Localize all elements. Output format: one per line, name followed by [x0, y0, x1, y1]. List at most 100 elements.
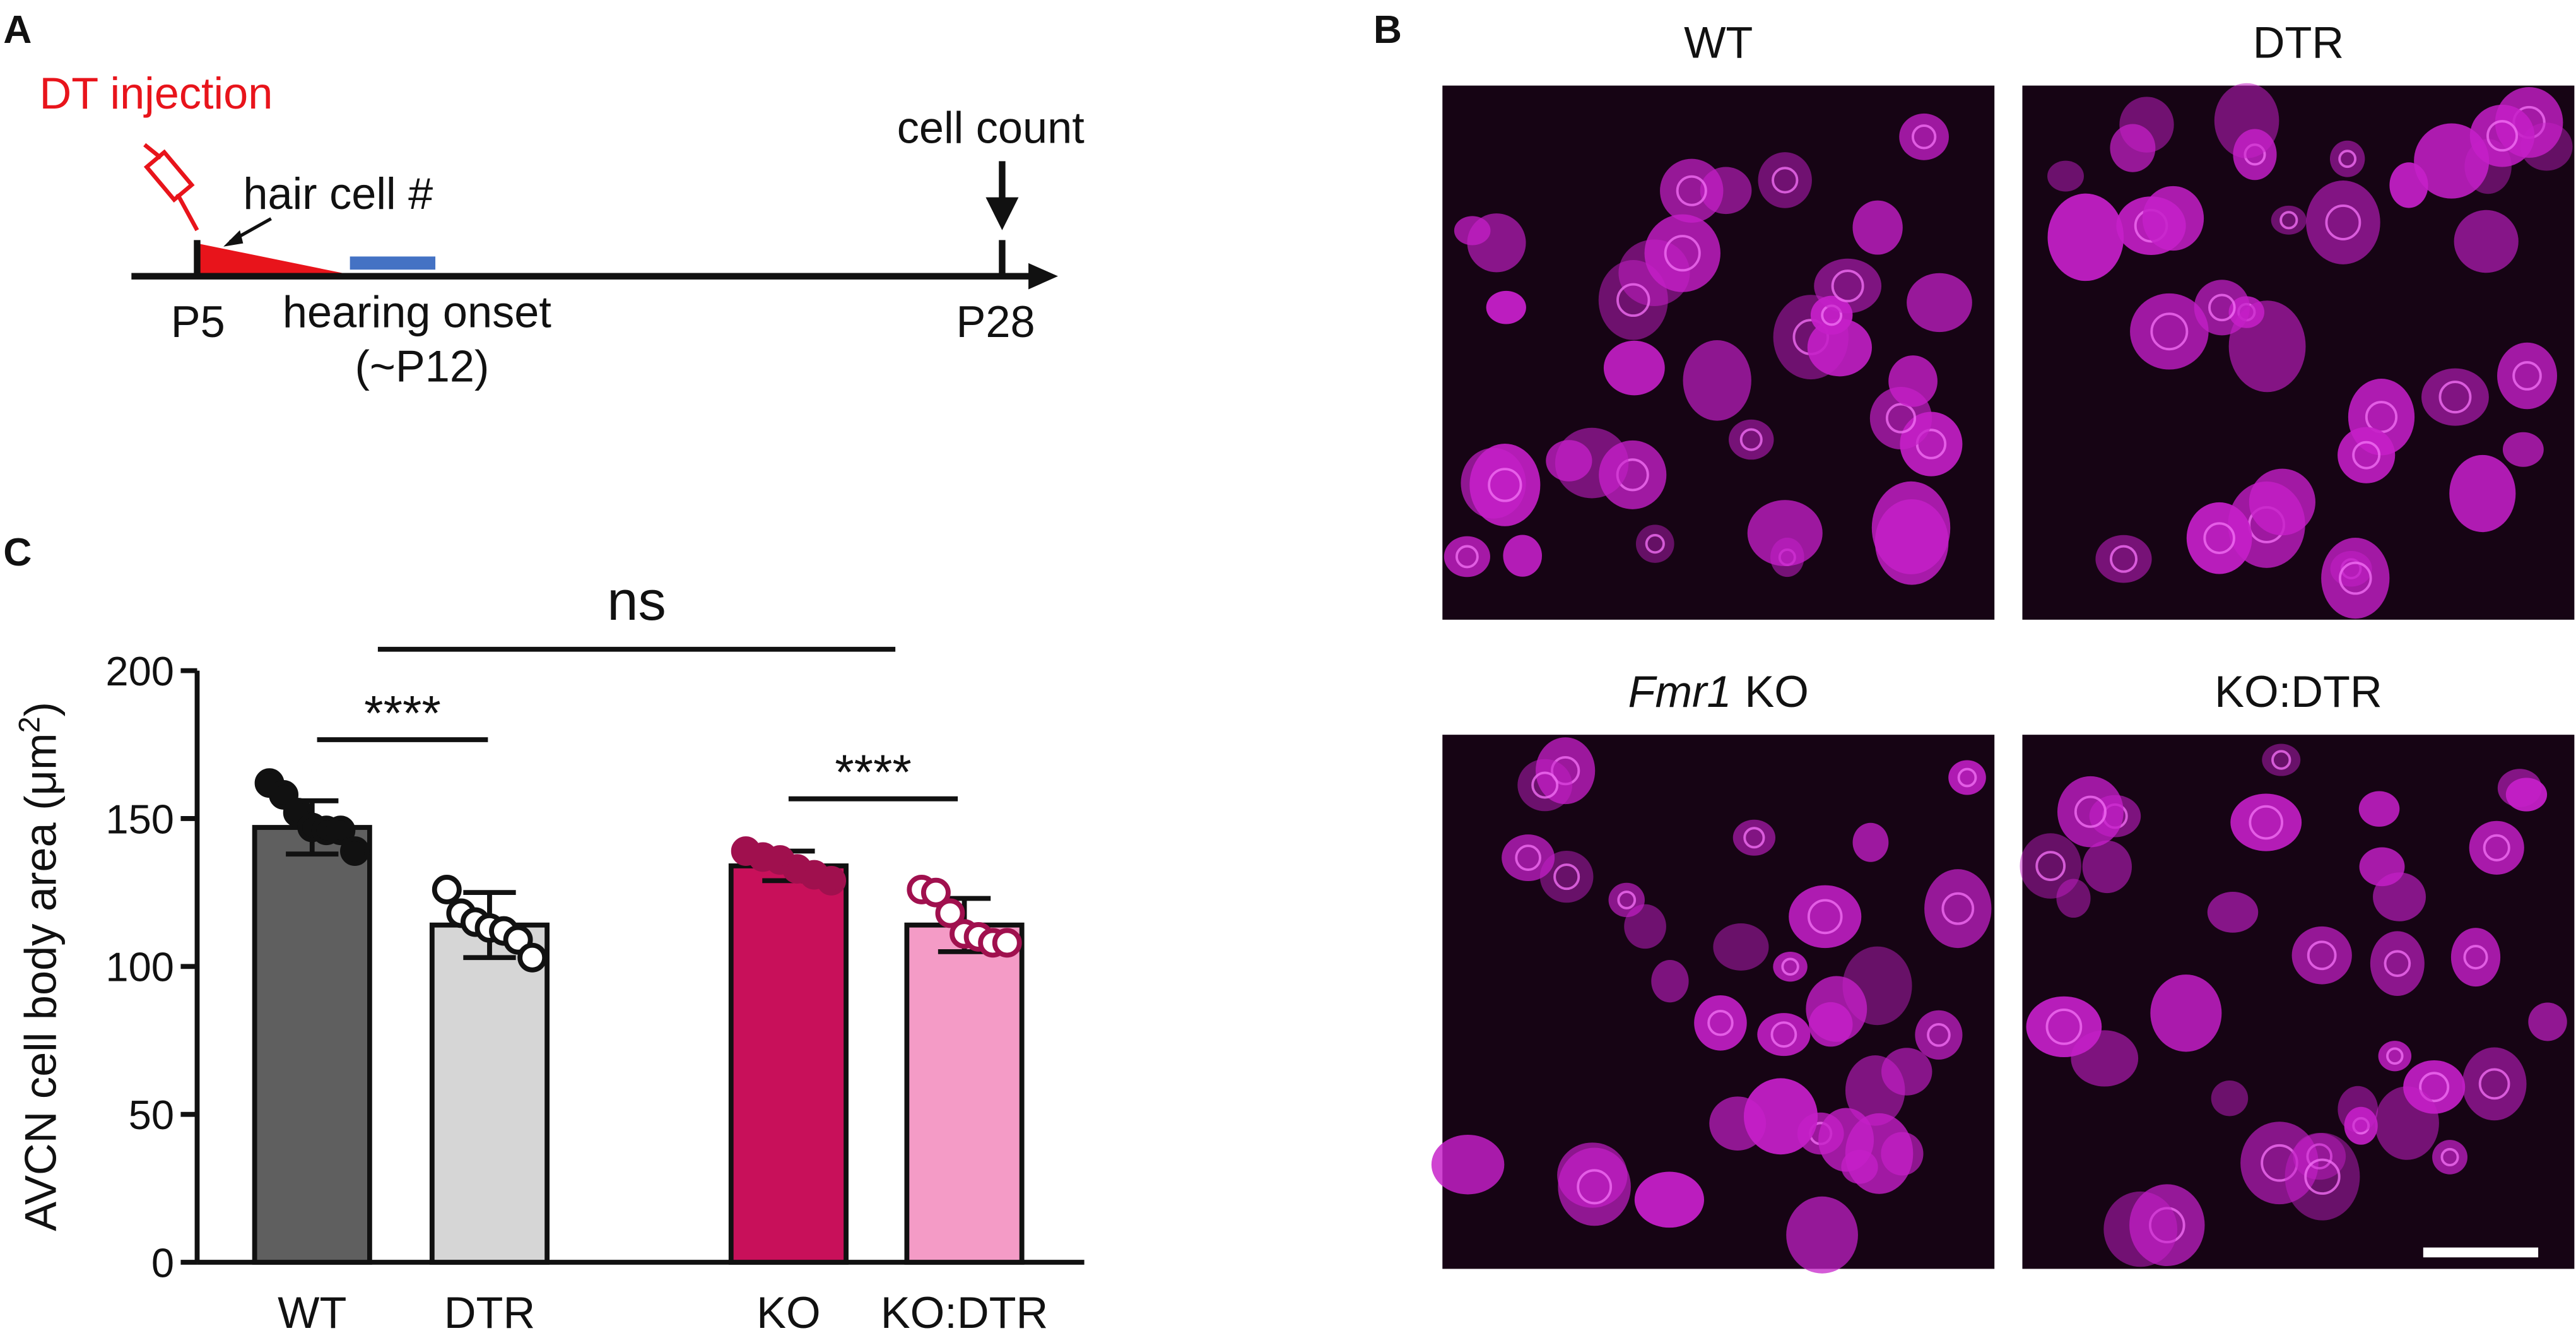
nucleus	[2261, 1144, 2298, 1182]
cell	[2103, 1191, 2178, 1267]
cell	[2130, 293, 2209, 370]
significance-label: ****	[364, 685, 441, 740]
cell	[1948, 760, 1986, 795]
nucleus	[2074, 795, 2107, 828]
cell	[2150, 974, 2222, 1052]
nucleus	[2249, 805, 2284, 840]
cell	[1814, 258, 1882, 314]
cell	[1660, 158, 1724, 223]
panel-label: B	[1373, 8, 1402, 52]
y-tick-label: 200	[105, 648, 174, 694]
nucleus	[2307, 940, 2337, 971]
nucleus	[1553, 863, 1580, 891]
y-tick-label: 150	[105, 796, 174, 842]
cell	[1558, 1147, 1631, 1226]
nucleus	[1772, 167, 1799, 194]
nucleus	[1743, 827, 1765, 849]
nucleus	[1676, 175, 1707, 206]
nucleus	[1616, 283, 1650, 317]
data-point	[340, 836, 370, 866]
data-point	[992, 928, 1022, 958]
genotype: KO:DTR	[2214, 666, 2382, 716]
cell	[1486, 290, 1526, 324]
y-label-close: )	[16, 702, 66, 716]
cell	[1683, 340, 1751, 421]
cell	[1907, 273, 1972, 333]
y-axis-label: AVCN cell body area (μm2)	[13, 702, 65, 1231]
cell	[2414, 123, 2490, 199]
nucleus	[2512, 361, 2542, 391]
x-tick-label: DTR	[444, 1288, 535, 1337]
cell	[1635, 524, 1674, 563]
nucleus	[2203, 522, 2235, 554]
nucleus	[1770, 1021, 1797, 1048]
cell	[2026, 996, 2102, 1058]
y-tick-label: 100	[105, 944, 174, 990]
cell	[2056, 879, 2091, 918]
cell	[2057, 776, 2124, 848]
micrographs: WT DTR Fmr1 KO KO:DTR	[1431, 17, 2575, 1274]
cell	[2142, 186, 2204, 251]
start-label: P5	[171, 297, 225, 346]
nucleus	[1831, 269, 1864, 303]
genotype: KO	[1744, 666, 1809, 716]
cell	[2207, 892, 2259, 933]
timeline-arrow	[1028, 263, 1058, 290]
cell	[2228, 300, 2306, 393]
cell	[2047, 193, 2124, 281]
cell	[1773, 951, 1808, 982]
cell	[1852, 200, 1903, 255]
nucleus	[2045, 1009, 2083, 1045]
bar	[429, 922, 550, 1265]
cell	[1454, 216, 1491, 246]
cell	[1747, 500, 1823, 567]
nucleus	[2338, 561, 2372, 595]
cell	[1729, 419, 1774, 460]
data-point	[920, 877, 951, 908]
nucleus	[2386, 1047, 2404, 1065]
data-point	[816, 865, 847, 896]
nucleus	[2338, 150, 2357, 169]
nucleus	[2438, 381, 2472, 414]
cell	[2469, 820, 2524, 875]
cell	[1539, 850, 1594, 903]
data-point	[935, 898, 965, 928]
count-label: cell count	[897, 103, 1085, 153]
bar	[728, 863, 849, 1265]
nucleus	[2486, 120, 2519, 152]
cell	[2214, 83, 2279, 158]
nucleus	[2463, 945, 2488, 970]
cell	[2095, 535, 2152, 583]
data-point	[432, 875, 462, 904]
cell	[1806, 976, 1867, 1042]
nucleus	[2035, 851, 2066, 881]
nucleus	[1781, 957, 1799, 976]
cell	[1845, 1055, 1905, 1126]
cell	[1598, 260, 1668, 340]
significance-label: ns	[607, 569, 666, 632]
y-label-text: AVCN cell body area (μm	[16, 733, 66, 1231]
nucleus	[1885, 403, 1917, 434]
cell	[1871, 481, 1951, 574]
nucleus	[1515, 844, 1541, 871]
cell	[1431, 1135, 1505, 1195]
nucleus	[2271, 750, 2291, 770]
bar	[904, 922, 1025, 1265]
cell	[1634, 1171, 1704, 1228]
panel-label: A	[3, 8, 32, 52]
cell	[2329, 140, 2365, 177]
cell	[1469, 444, 1541, 526]
cell	[2186, 502, 2252, 574]
bar-chart: 0 50 100 150 200 WT DTR KO KO:DTR **** **** ns	[105, 569, 1085, 1337]
cell	[2306, 181, 2380, 264]
cell	[2047, 160, 2084, 192]
nucleus	[1911, 124, 1937, 150]
cell	[1924, 869, 1992, 949]
nucleus	[1550, 756, 1580, 786]
cell	[1758, 152, 1812, 208]
nucleus	[2325, 204, 2361, 240]
cell	[2528, 1002, 2567, 1041]
cell	[1888, 355, 1938, 407]
pointer-head	[223, 230, 244, 247]
cell	[2249, 468, 2315, 536]
